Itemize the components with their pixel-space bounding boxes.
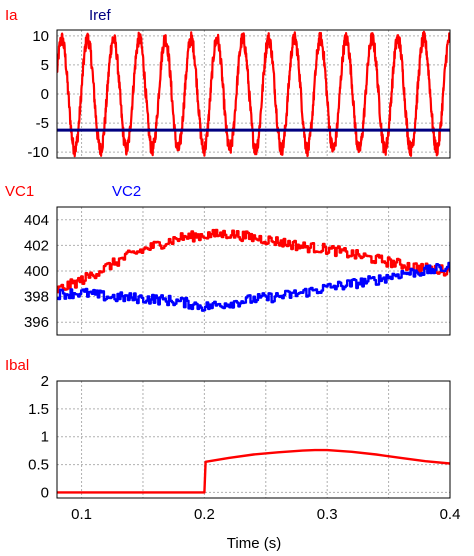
x-tick-label: 0.2 — [194, 506, 215, 523]
x-tick-label: 0.4 — [440, 506, 461, 523]
y-tick-label: 402 — [24, 237, 49, 254]
legend-ia: Ia — [5, 7, 18, 24]
y-tick-label: -10 — [27, 144, 49, 161]
y-tick-label: 400 — [24, 263, 49, 280]
series-ibal-line — [57, 448, 450, 494]
x-tick-label: 0.3 — [317, 506, 338, 523]
panel-capacitor-voltages: VC1 VC2 404 402 400 398 396 — [5, 183, 451, 336]
plot-frame — [56, 29, 451, 159]
y-tick-label: 396 — [24, 314, 49, 331]
y-tick-label: 1 — [41, 429, 49, 446]
y-tick-label: 5 — [41, 57, 49, 74]
y-tick-label: 2 — [41, 373, 49, 390]
y-tick-label: 1.5 — [28, 401, 49, 418]
series-ia-line — [57, 30, 450, 158]
x-tick-label: 0.1 — [71, 506, 92, 523]
x-axis-label: Time (s) — [227, 535, 281, 552]
y-tick-label: 398 — [24, 289, 49, 306]
series-vc2-line — [57, 261, 450, 312]
series-vc1-line — [57, 228, 450, 294]
y-tick-label: 0.5 — [28, 457, 49, 474]
legend-iref: Iref — [89, 7, 112, 24]
legend-ibal: Ibal — [5, 357, 29, 374]
y-tick-label: 0 — [41, 484, 49, 501]
y-tick-label: 10 — [32, 28, 49, 45]
y-tick-label: -5 — [36, 115, 49, 132]
y-tick-label: 404 — [24, 212, 49, 229]
plot-frame — [56, 206, 451, 336]
plot-frame — [56, 380, 451, 499]
legend-vc1: VC1 — [5, 183, 34, 200]
panel-balancing-current: Ibal 2 1.5 1 0.5 0 0.1 0.2 0.3 0.4 — [5, 357, 460, 523]
y-tick-label: 0 — [41, 86, 49, 103]
legend-vc2: VC2 — [112, 183, 141, 200]
panel-current: Ia Iref 10 5 0 -5 -10 — [5, 7, 451, 161]
